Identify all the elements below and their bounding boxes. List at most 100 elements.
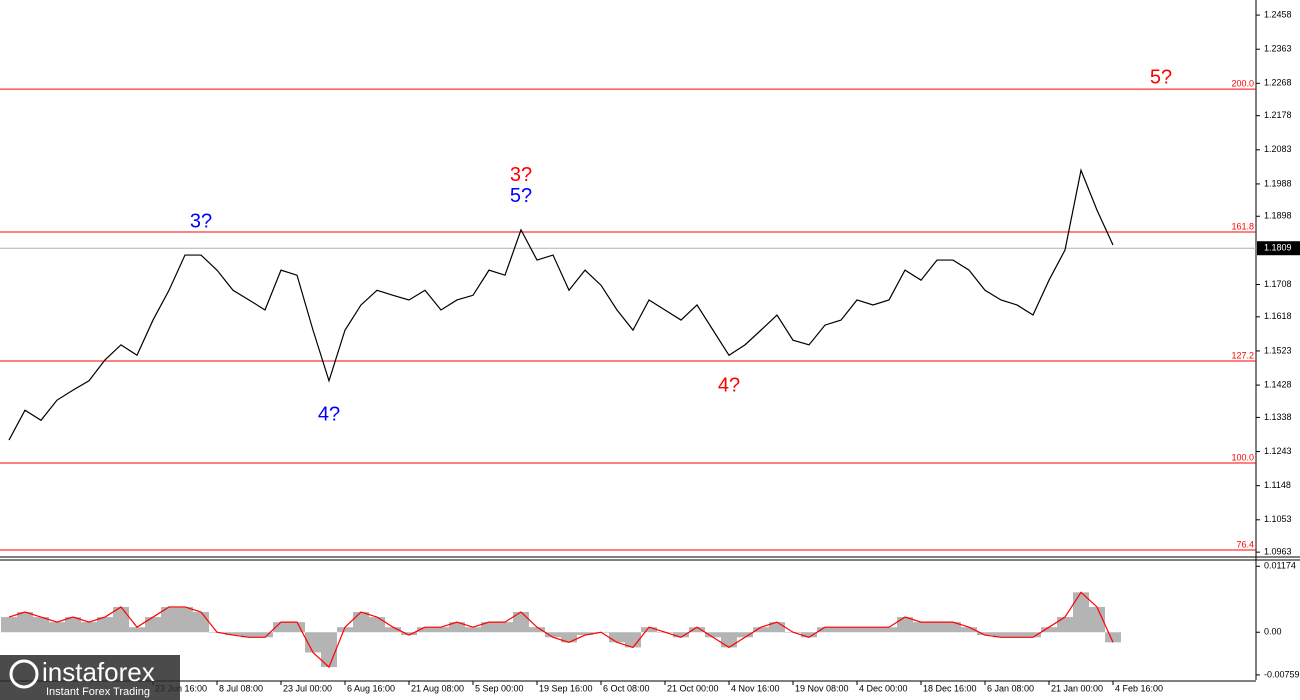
osc-bar [705,632,721,638]
y-tick-label: 1.0963 [1264,547,1292,557]
logo-name: instaforex [42,657,155,687]
x-tick-label: 23 Jul 00:00 [283,683,332,693]
x-tick-label: 6 Aug 16:00 [347,683,395,693]
y-tick-label: 1.2363 [1264,44,1292,54]
x-tick-label: 18 Dec 16:00 [923,683,977,693]
logo: instaforex Instant Forex Trading [0,655,180,700]
osc-bar [737,632,753,638]
price-line [8,168,1114,441]
osc-y-tick-label: 0.00 [1264,627,1282,637]
osc-bar [465,627,481,633]
osc-bar [241,632,257,638]
last-price-label: 1.1809 [1264,243,1292,253]
osc-bar [33,617,49,633]
x-tick-label: 8 Jul 08:00 [219,683,263,693]
y-tick-label: 1.1148 [1264,480,1291,490]
osc-bar [625,632,641,648]
osc-bar [177,606,193,633]
osc-bar [145,617,161,633]
osc-bar [689,627,705,633]
last-price-box [1257,241,1300,256]
x-tick-label: 4 Feb 16:00 [1115,683,1163,693]
osc-bar [113,606,129,633]
osc-bar [641,627,657,633]
x-tick-label: 21 Oct 00:00 [667,683,719,693]
osc-bar [529,627,545,633]
osc-bar [769,622,785,633]
osc-bar [369,617,385,633]
osc-bar [1025,632,1041,638]
osc-bar [289,622,305,633]
wave-label: 4? [318,404,340,426]
y-tick-label: 1.1618 [1264,311,1292,321]
x-tick-label: 6 Jan 08:00 [987,683,1034,693]
x-tick-label: 6 Oct 08:00 [603,683,650,693]
level-label: 100.0 [1231,452,1254,462]
osc-bar [273,622,289,633]
osc-bar [433,627,449,633]
osc-bar [17,612,33,633]
osc-bar [161,606,177,633]
osc-bar [481,622,497,633]
osc-bar [1089,606,1105,633]
y-tick-label: 1.2083 [1264,144,1292,154]
osc-bar [929,622,945,633]
osc-bar [833,627,849,633]
osc-bar [753,627,769,633]
y-tick-label: 1.1523 [1264,345,1292,355]
logo-icon [9,659,39,689]
level-label: 127.2 [1231,350,1254,360]
wave-label: 5? [510,185,532,207]
y-tick-label: 1.1708 [1264,279,1292,289]
osc-bar [817,627,833,633]
osc-bar [1057,617,1073,633]
osc-bar [417,627,433,633]
osc-bar [577,632,593,636]
x-tick-label: 5 Sep 00:00 [475,683,524,693]
y-tick-label: 1.2178 [1264,110,1292,120]
osc-bar [353,612,369,633]
x-tick-label: 21 Jan 00:00 [1051,683,1103,693]
y-tick-label: 1.1428 [1264,379,1292,389]
osc-bar [449,622,465,633]
osc-bar [129,627,145,633]
level-label: 161.8 [1231,221,1254,231]
level-label: 200.0 [1231,78,1254,88]
osc-bar [721,632,737,648]
x-tick-label: 4 Nov 16:00 [731,683,780,693]
osc-bar [513,612,529,633]
x-tick-label: 19 Nov 08:00 [795,683,849,693]
x-tick-label: 4 Dec 00:00 [859,683,908,693]
osc-bar [97,617,113,633]
y-tick-label: 1.2458 [1264,9,1292,19]
osc-y-tick-label: -0.00759 [1264,669,1300,679]
osc-bar [225,632,241,636]
y-tick-label: 1.1053 [1264,514,1292,524]
osc-bar [81,622,97,633]
osc-bar [1041,627,1057,633]
osc-bar [1009,632,1025,638]
y-tick-label: 1.2268 [1264,78,1292,88]
osc-bar [49,622,65,633]
osc-bar [945,622,961,633]
wave-label: 3? [190,210,212,232]
y-tick-label: 1.1243 [1264,446,1292,456]
osc-bar [977,632,993,636]
osc-bar [257,632,273,638]
x-tick-label: 21 Aug 08:00 [411,683,464,693]
osc-bar [865,627,881,633]
y-tick-label: 1.1338 [1264,412,1292,422]
x-tick-label: 23 Jun 16:00 [155,683,207,693]
osc-signal [8,591,1114,669]
osc-bar [961,627,977,633]
osc-bar [609,632,625,643]
osc-bar [993,632,1009,638]
osc-bar [65,617,81,633]
osc-bar [561,632,577,643]
osc-bar [801,632,817,638]
wave-label: 4? [718,374,740,396]
x-tick-label: 19 Sep 16:00 [539,683,593,693]
logo-tagline: Instant Forex Trading [46,686,150,698]
